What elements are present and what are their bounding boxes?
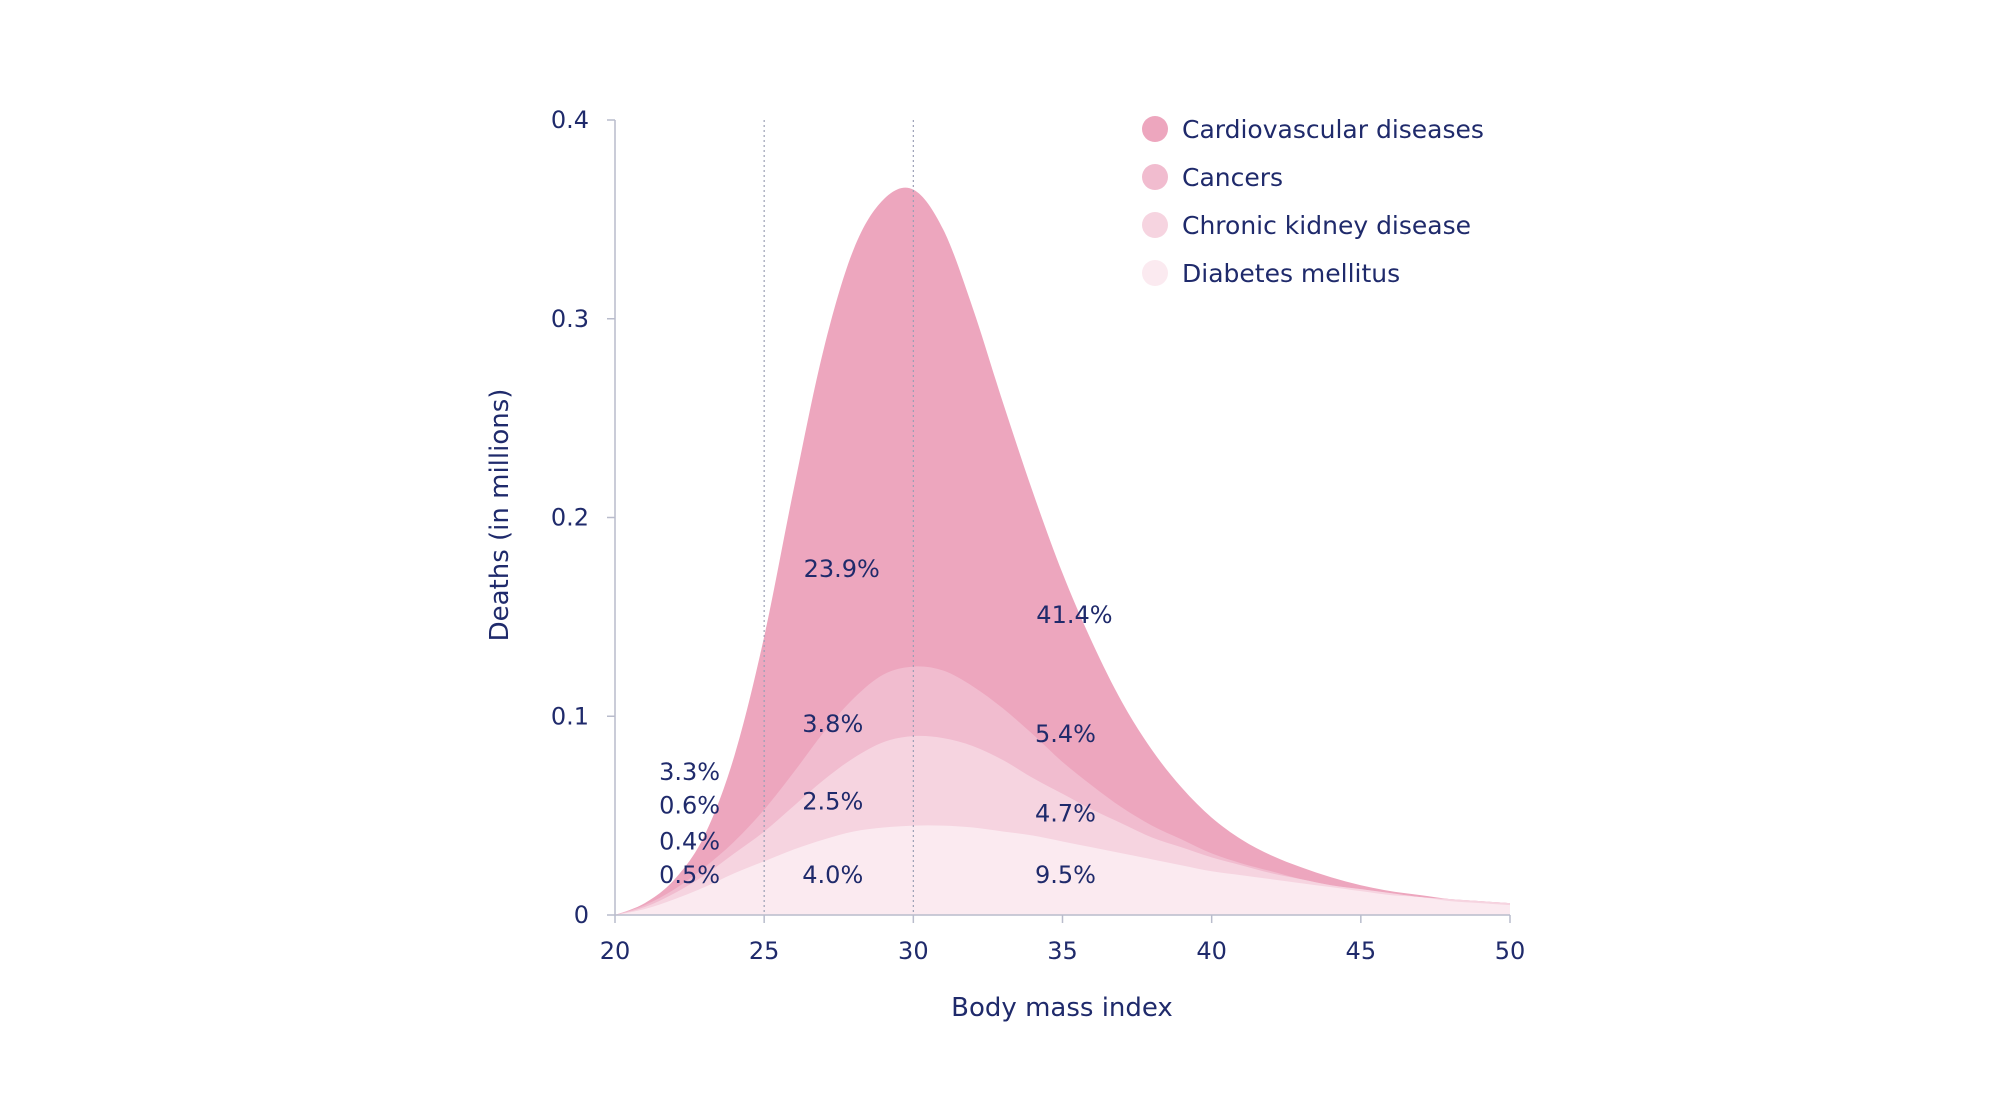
x-tick-label: 40 xyxy=(1196,937,1227,965)
x-tick-label: 20 xyxy=(600,937,631,965)
y-tick-label: 0.4 xyxy=(551,106,589,134)
percentage-label: 4.0% xyxy=(802,861,863,889)
legend-label-cardiovascular-diseases: Cardiovascular diseases xyxy=(1182,115,1484,144)
y-tick-label: 0 xyxy=(574,901,589,929)
legend-label-cancers: Cancers xyxy=(1182,163,1283,192)
percentage-label: 0.6% xyxy=(659,792,720,820)
x-tick-label: 45 xyxy=(1346,937,1377,965)
x-axis-title: Body mass index xyxy=(951,993,1173,1023)
legend-label-diabetes-mellitus: Diabetes mellitus xyxy=(1182,259,1400,288)
legend: Cardiovascular diseases Cancers Chronic ki… xyxy=(1142,115,1484,288)
percentage-label: 0.5% xyxy=(659,861,720,889)
area-series xyxy=(615,187,1510,916)
percentage-label: 23.9% xyxy=(804,555,880,583)
percentage-label: 5.4% xyxy=(1035,720,1096,748)
x-tick-label: 35 xyxy=(1047,937,1078,965)
legend-swatch-chronic-kidney-disease xyxy=(1142,212,1168,238)
percentage-label: 41.4% xyxy=(1036,601,1112,629)
legend-swatch-cancers xyxy=(1142,164,1168,190)
percentage-label: 4.7% xyxy=(1035,800,1096,828)
percentage-label: 0.4% xyxy=(659,827,720,855)
annotations: 3.3% 0.6% 0.4% 0.5% 23.9% 3.8% 2.5% 4.0% 41.4% 5.… xyxy=(659,555,1112,889)
y-tick-label: 0.2 xyxy=(551,504,589,532)
x-tick-label: 30 xyxy=(898,937,929,965)
y-ticks: 0 0.1 0.2 0.3 0.4 xyxy=(551,106,615,929)
x-tick-label: 25 xyxy=(749,937,780,965)
legend-swatch-diabetes-mellitus xyxy=(1142,260,1168,286)
y-tick-label: 0.3 xyxy=(551,305,589,333)
percentage-label: 3.3% xyxy=(659,758,720,786)
x-ticks: 20 25 30 35 40 45 50 xyxy=(600,915,1526,965)
area-diabetes-mellitus xyxy=(615,825,1510,915)
percentage-label: 3.8% xyxy=(802,710,863,738)
percentage-label: 9.5% xyxy=(1035,861,1096,889)
legend-swatch-cardiovascular-diseases xyxy=(1142,116,1168,142)
y-axis-title: Deaths (in millions) xyxy=(485,389,515,642)
percentage-label: 2.5% xyxy=(802,788,863,816)
y-tick-label: 0.1 xyxy=(551,702,589,730)
legend-label-chronic-kidney-disease: Chronic kidney disease xyxy=(1182,211,1471,240)
x-tick-label: 50 xyxy=(1495,937,1526,965)
